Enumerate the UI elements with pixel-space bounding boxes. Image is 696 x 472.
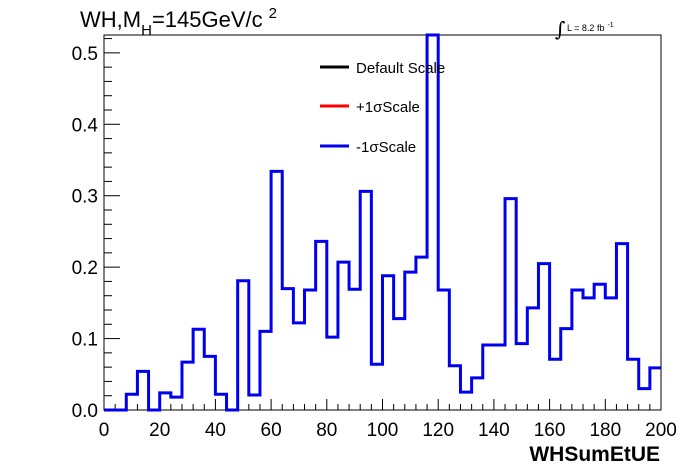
x-tick-label: 120 bbox=[422, 420, 454, 441]
series-layer bbox=[104, 33, 661, 412]
x-tick-label: 60 bbox=[261, 420, 282, 441]
luminosity-text: L = 8.2 fb bbox=[567, 23, 604, 33]
x-tick-label: 20 bbox=[149, 420, 170, 441]
x-tick-label: 180 bbox=[589, 420, 621, 441]
x-axis-ticks bbox=[103, 399, 662, 410]
y-axis-tick-labels: 0.0 0.1 0.2 0.3 0.4 0.5 bbox=[72, 44, 99, 422]
y-tick-label: 0.1 bbox=[72, 330, 98, 351]
chart-title: WH,MH=145GeV/c 2 bbox=[80, 5, 277, 39]
x-tick-label: 80 bbox=[316, 420, 337, 441]
x-tick-label: 160 bbox=[534, 420, 566, 441]
x-tick-label: 140 bbox=[478, 420, 510, 441]
y-tick-label: 0.2 bbox=[72, 258, 98, 279]
x-tick-label: 100 bbox=[367, 420, 399, 441]
integral-symbol: ∫ bbox=[555, 17, 565, 41]
x-tick-label: 40 bbox=[205, 420, 226, 441]
y-tick-label: 0.4 bbox=[72, 115, 99, 136]
luminosity-superscript: -1 bbox=[607, 22, 613, 29]
legend-label-plus1sigma: +1σScale bbox=[356, 99, 420, 116]
x-axis-label: WHSumEtUE bbox=[529, 443, 660, 466]
title-subscript: H bbox=[141, 22, 152, 39]
x-tick-label: 0 bbox=[99, 420, 110, 441]
series-line bbox=[104, 33, 661, 412]
y-tick-label: 0.3 bbox=[72, 187, 98, 208]
title-superscript: 2 bbox=[269, 5, 277, 22]
legend-label-minus1sigma: -1σScale bbox=[356, 139, 416, 156]
x-tick-label: 200 bbox=[645, 420, 677, 441]
title-rest: =145GeV/c bbox=[152, 7, 263, 32]
legend: Default Scale +1σScale -1σScale bbox=[320, 60, 445, 156]
y-axis-ticks bbox=[104, 38, 120, 411]
luminosity-label: L = 8.2 fb -1 bbox=[567, 22, 614, 33]
legend-label-default: Default Scale bbox=[356, 60, 445, 77]
x-axis-tick-labels: 0 20 40 60 80 100 120 140 160 180 200 bbox=[99, 420, 677, 441]
y-tick-label: 0.0 bbox=[72, 401, 98, 422]
y-tick-label: 0.5 bbox=[72, 44, 98, 65]
title-main: WH,M bbox=[80, 7, 141, 32]
